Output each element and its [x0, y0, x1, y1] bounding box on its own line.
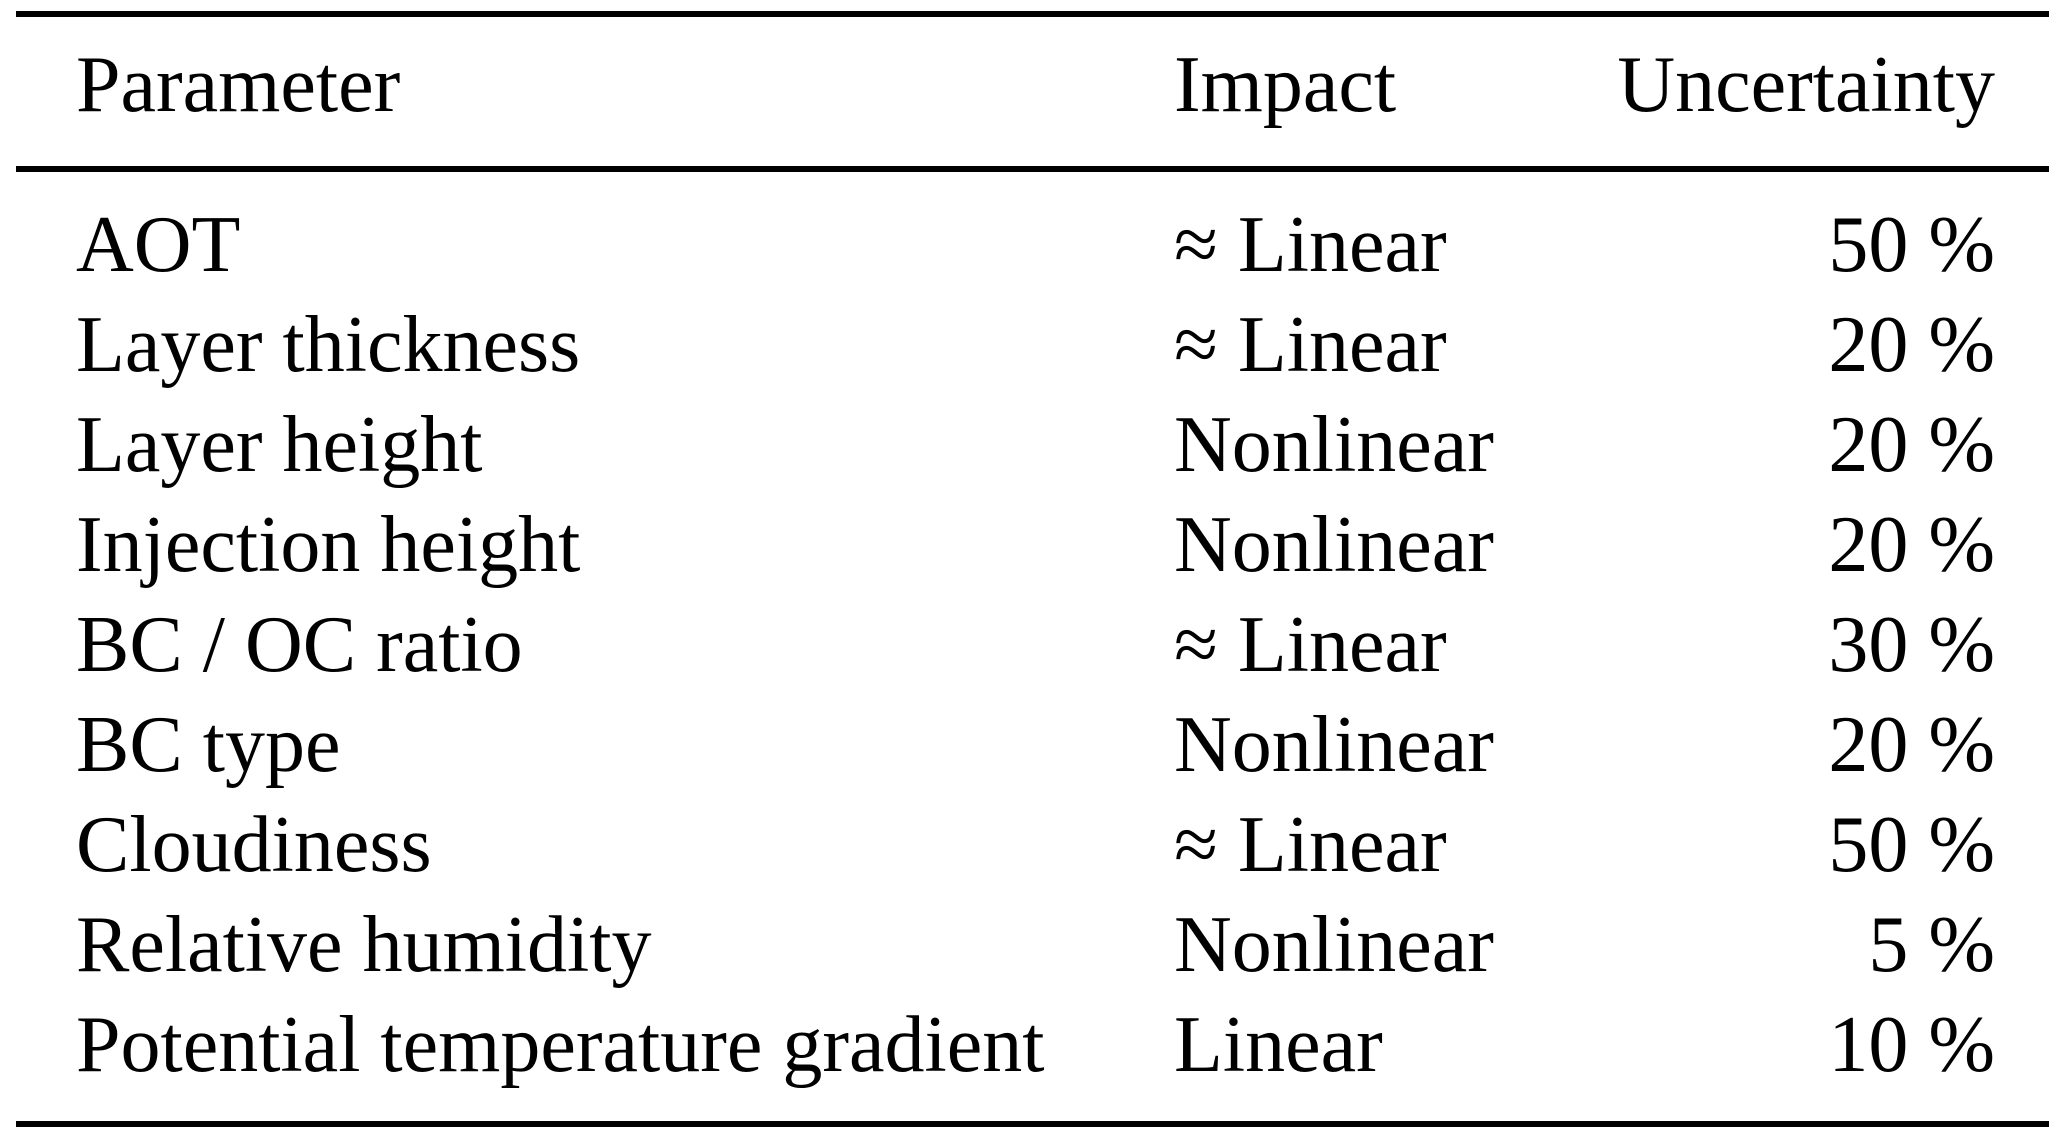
cell-uncertainty-bc-oc-ratio: 30 % [1828, 601, 1995, 689]
cell-impact-bc-type: Nonlinear [1174, 701, 1494, 789]
cell-parameter-injection-height: Injection height [76, 501, 581, 589]
cell-parameter-bc-type: BC type [76, 701, 341, 789]
cell-parameter-relative-humidity: Relative humidity [76, 901, 652, 989]
cell-parameter-cloudiness: Cloudiness [76, 801, 432, 889]
cell-impact-potential-temperature-gradient: Linear [1174, 1001, 1383, 1089]
cell-uncertainty-relative-humidity: 5 % [1868, 901, 1995, 989]
column-header-parameter: Parameter [76, 41, 401, 129]
cell-uncertainty-injection-height: 20 % [1828, 501, 1995, 589]
column-header-impact: Impact [1174, 41, 1397, 129]
cell-impact-bc-oc-ratio: ≈ Linear [1174, 601, 1447, 689]
cell-impact-relative-humidity: Nonlinear [1174, 901, 1494, 989]
cell-uncertainty-bc-type: 20 % [1828, 701, 1995, 789]
cell-impact-layer-height: Nonlinear [1174, 401, 1494, 489]
cell-uncertainty-layer-thickness: 20 % [1828, 301, 1995, 389]
cell-impact-cloudiness: ≈ Linear [1174, 801, 1447, 889]
cell-uncertainty-aot: 50 % [1828, 201, 1995, 289]
table-bottom-rule [16, 1121, 2049, 1127]
table-header-rule [16, 166, 2049, 172]
cell-impact-injection-height: Nonlinear [1174, 501, 1494, 589]
cell-uncertainty-layer-height: 20 % [1828, 401, 1995, 489]
cell-uncertainty-potential-temperature-gradient: 10 % [1828, 1001, 1995, 1089]
cell-uncertainty-cloudiness: 50 % [1828, 801, 1995, 889]
cell-parameter-aot: AOT [76, 201, 241, 289]
cell-impact-aot: ≈ Linear [1174, 201, 1447, 289]
cell-impact-layer-thickness: ≈ Linear [1174, 301, 1447, 389]
cell-parameter-layer-thickness: Layer thickness [76, 301, 581, 389]
cell-parameter-bc-oc-ratio: BC / OC ratio [76, 601, 523, 689]
cell-parameter-layer-height: Layer height [76, 401, 483, 489]
column-header-uncertainty: Uncertainty [1617, 41, 1995, 129]
cell-parameter-potential-temperature-gradient: Potential temperature gradient [76, 1001, 1045, 1089]
table-top-rule [16, 11, 2049, 17]
